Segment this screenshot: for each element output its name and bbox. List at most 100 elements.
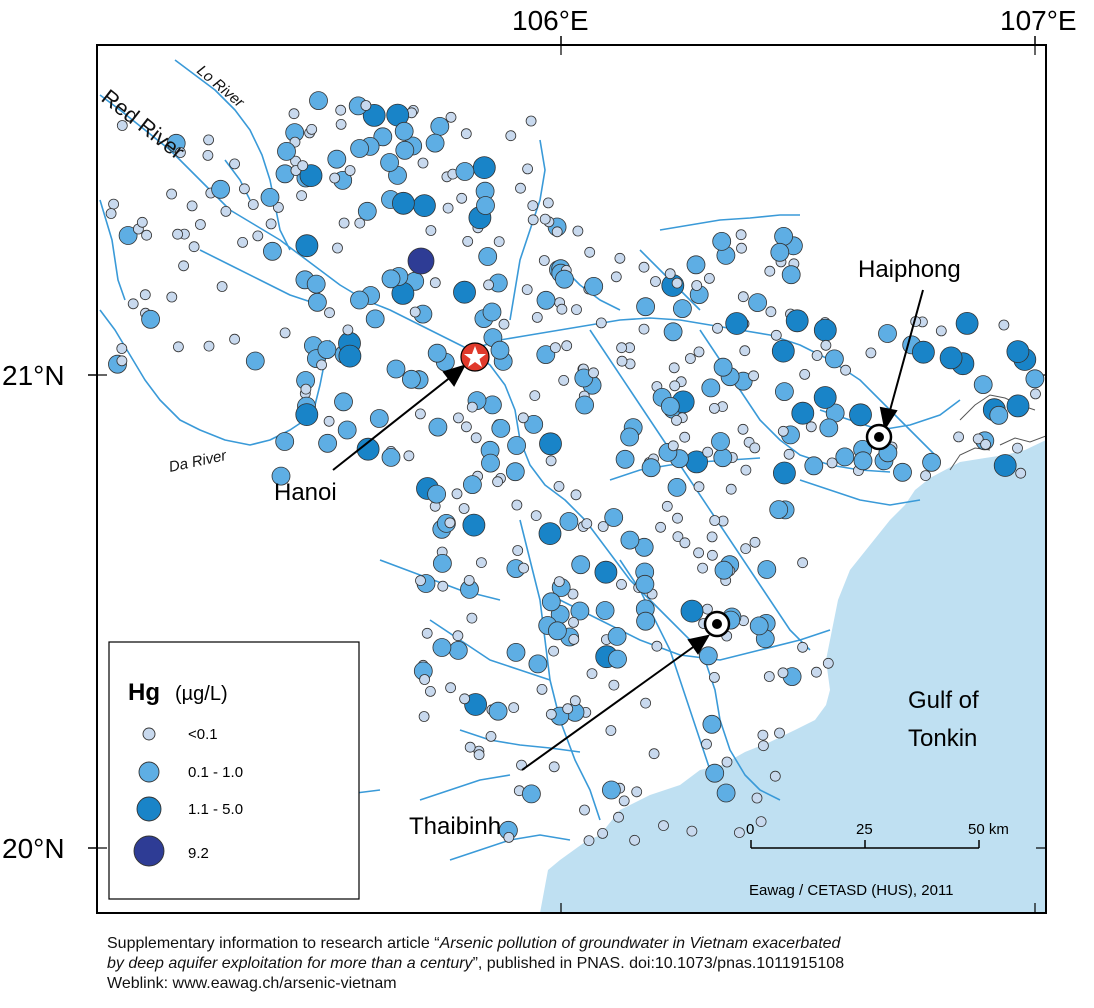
sample-point [671, 414, 682, 426]
sample-point [583, 835, 595, 846]
sample-point [713, 448, 733, 468]
sample-point [764, 265, 776, 277]
sample-point [220, 205, 232, 217]
lat-label-20: 20°N [2, 833, 65, 864]
sample-point [737, 291, 749, 303]
sample-point [528, 654, 548, 674]
sample-point [638, 323, 650, 335]
sample-point [740, 543, 752, 554]
sample-point [442, 202, 454, 214]
caption-line1-prefix: Supplementary information to research ar… [107, 935, 440, 952]
sample-point [356, 437, 380, 461]
sample-point [774, 727, 785, 739]
sample-point [327, 149, 347, 169]
sample-point [403, 450, 415, 462]
sample-point [464, 693, 488, 716]
sample-point [174, 147, 186, 158]
sample-point [835, 447, 855, 467]
sample-point [663, 322, 683, 342]
sample-point [412, 194, 436, 218]
sample-point [203, 340, 215, 352]
sample-point [279, 327, 291, 339]
sample-point [693, 547, 704, 559]
sample-point [651, 640, 663, 652]
sample-point [317, 340, 337, 360]
sample-point [277, 141, 296, 161]
sample-point [288, 108, 300, 120]
sample-point [714, 560, 734, 580]
sample-point [127, 298, 139, 310]
sample-point [822, 657, 834, 669]
sample-point [712, 231, 732, 251]
sample-point [462, 513, 486, 537]
sample-point [711, 432, 730, 451]
sample-point [473, 749, 485, 761]
sample-point [342, 324, 354, 336]
sample-point [620, 530, 640, 550]
sample-point [737, 423, 749, 435]
sample-point [748, 370, 759, 382]
sample-point [878, 324, 897, 343]
thaibinh-arrow-icon [687, 634, 711, 655]
sample-point [616, 342, 627, 354]
sample-point [608, 679, 620, 691]
sample-point [418, 711, 430, 722]
sample-point [595, 601, 615, 620]
sample-point [893, 462, 912, 482]
sample-point [550, 342, 561, 354]
sample-point [775, 382, 794, 402]
sample-point [709, 672, 720, 683]
sample-point [559, 512, 579, 531]
sample-point [425, 133, 445, 153]
sample-point [542, 197, 554, 209]
sample-point [381, 447, 401, 467]
sample-point [515, 182, 526, 194]
gulf-label-line1: Gulf of [908, 687, 979, 714]
legend-unit: (µg/L) [175, 683, 228, 705]
hanoi-leader [332, 375, 453, 471]
sample-point [616, 579, 627, 590]
sample-point [712, 322, 723, 334]
sample-point [667, 440, 679, 452]
scale-tick-25: 25 [856, 821, 873, 838]
sample-point [840, 364, 851, 376]
sample-point [527, 200, 539, 212]
lat-label-21: 21°N [2, 360, 65, 391]
sample-point [1006, 340, 1030, 364]
sample-point [306, 123, 318, 135]
sample-point [797, 557, 808, 569]
sample-point [553, 480, 565, 492]
sample-point [548, 621, 567, 641]
city-leaders [332, 289, 924, 771]
sample-point [485, 731, 497, 742]
sample-point [350, 139, 370, 158]
sample-point [525, 115, 537, 127]
sample-point [636, 611, 655, 631]
sample-point [429, 277, 441, 289]
sample-point [661, 500, 673, 512]
sample-point [365, 309, 385, 329]
hanoi-marker [460, 342, 490, 372]
sample-point [865, 347, 877, 359]
sample-point [178, 260, 190, 272]
scale-tick-0: 0 [746, 821, 754, 838]
sample-point [920, 470, 931, 482]
sample-point [701, 738, 712, 750]
sample-point [755, 816, 767, 827]
sample-point [993, 454, 1017, 477]
sample-point [505, 462, 525, 482]
haiphong-leader [888, 289, 924, 415]
sample-point [334, 392, 353, 412]
sample-point [166, 188, 178, 200]
sample-point [238, 183, 250, 195]
sample-point [338, 217, 350, 229]
sample-point [671, 277, 683, 289]
sample-point [1030, 388, 1041, 400]
sample-point [693, 481, 705, 493]
sample-point [478, 247, 498, 266]
sample-point [488, 701, 508, 721]
sample-point [853, 451, 873, 471]
sample-point [116, 343, 128, 354]
sample-point [172, 341, 184, 353]
legend-label-0: <0.1 [188, 726, 218, 743]
